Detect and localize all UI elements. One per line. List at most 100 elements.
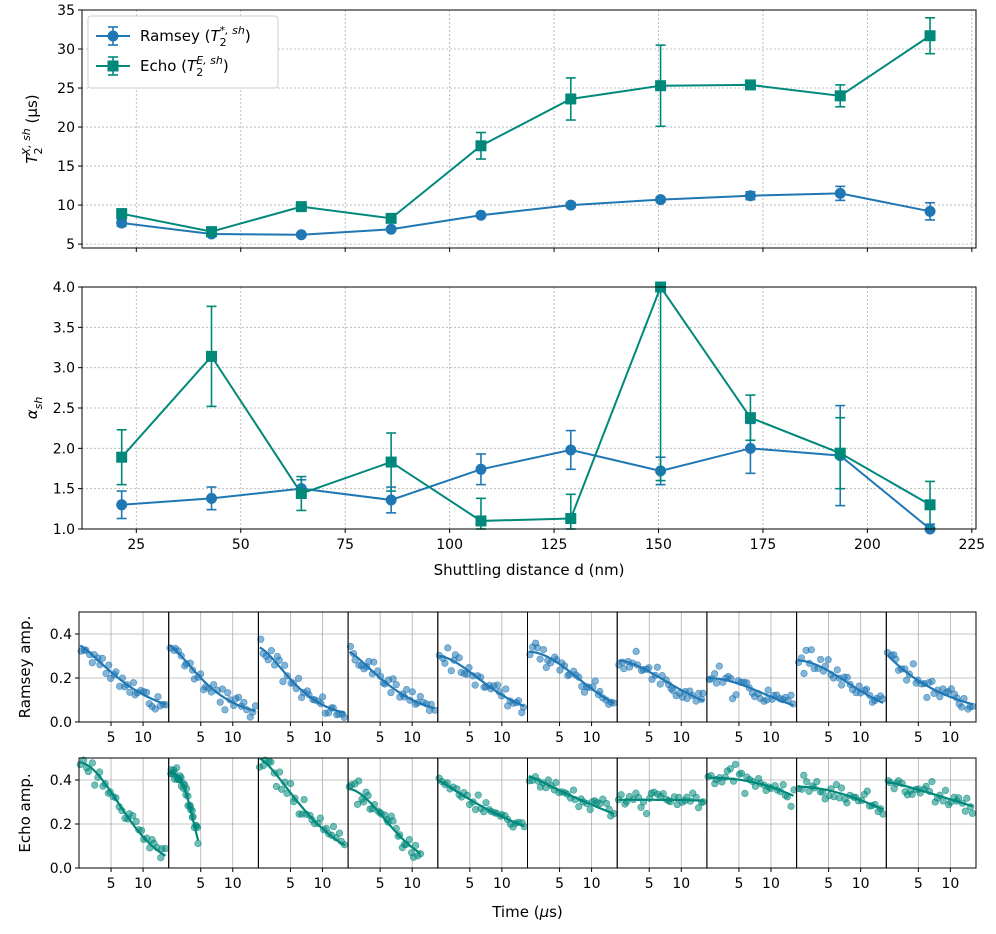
alpha-echo-point: [744, 412, 756, 424]
ramsey-trace-point: [669, 686, 677, 695]
legend: Ramsey (T2*, sh) Echo (T2E, sh): [87, 15, 279, 89]
alpha-xtick-label: 75: [336, 537, 354, 553]
alpha-echo-point: [924, 499, 936, 511]
ramsey-trace-xtick-label: 5: [196, 730, 205, 746]
echo-trace-xtick-label: 5: [196, 876, 205, 892]
ramsey-trace-point: [542, 663, 550, 672]
ramsey-trace-xtick-label: 10: [672, 730, 690, 746]
ramsey-trace-ytick-label: 0.4: [50, 627, 72, 643]
echo-trace-point: [843, 799, 851, 807]
t2-echo-point: [655, 80, 667, 92]
echo-trace-point: [726, 765, 734, 773]
legend-frame: [87, 15, 279, 89]
echo-trace-point: [602, 799, 611, 808]
ramsey-trace-point: [340, 713, 348, 721]
legend-label-echo: Echo (T2E, sh): [140, 54, 229, 79]
ramsey-traces-panel: 0.0 0.2 0.4 5 10 5 10 5 10 5 10 5 10 5 10 5 10 5 10 5 10 5 10 R…: [16, 611, 977, 746]
echo-trace-point: [552, 778, 560, 787]
ramsey-trace-point: [923, 693, 931, 702]
ramsey-trace-point: [275, 656, 283, 664]
ramsey-trace-point: [251, 702, 260, 710]
echo-trace-xtick-label: 10: [672, 876, 690, 892]
ramsey-trace-point: [533, 644, 542, 652]
echo-trace-point: [482, 799, 490, 807]
ramsey-trace-xtick-label: 10: [583, 730, 601, 746]
ramsey-trace-point: [632, 647, 640, 655]
ramsey-trace-point: [824, 656, 832, 664]
ramsey-trace-point: [787, 691, 795, 699]
ramsey-trace-point: [264, 656, 272, 664]
ramsey-trace-point: [502, 685, 510, 693]
echo-trace-point: [132, 817, 140, 826]
ramsey-trace-point: [471, 681, 479, 689]
ramsey-trace-fit-line: [618, 659, 705, 702]
ramsey-trace-point: [105, 661, 113, 669]
ramsey-trace-point: [711, 670, 719, 678]
echo-trace-point: [731, 760, 740, 768]
alpha-ramsey-point: [565, 444, 577, 456]
t2-ramsey-point: [565, 199, 577, 211]
echo-trace-point: [968, 809, 977, 817]
ramsey-trace-subplot: 5 10: [795, 611, 887, 746]
echo-trace-subplot: 5 10: [76, 756, 170, 892]
echo-trace-point: [813, 777, 821, 786]
echo-trace-point: [787, 802, 795, 810]
t2-echo-point: [744, 79, 756, 91]
echo-trace-fit-line: [259, 757, 346, 847]
alpha-panel: 1.0 1.5 2.0 2.5 3.0 3.5 4.0 25 50 75 100 125 150 175 2…: [23, 280, 985, 579]
ramsey-trace-point: [257, 635, 265, 643]
echo-trace-xtick-label: 5: [645, 876, 654, 892]
alpha-ramsey-point: [116, 499, 128, 511]
t2-ramsey-point: [655, 194, 667, 206]
echo-trace-point: [737, 769, 746, 777]
ramsey-trace-xtick-label: 10: [403, 730, 421, 746]
ramsey-trace-point: [319, 693, 327, 701]
alpha-xtick-label: 50: [232, 537, 250, 553]
ramsey-trace-point: [154, 693, 162, 701]
alpha-echo-point: [116, 451, 128, 463]
alpha-xtick-label: 175: [750, 537, 777, 553]
echo-trace-point: [316, 814, 324, 822]
alpha-echo-point: [385, 456, 397, 468]
time-xlabel: Time (μs): [491, 903, 563, 921]
echo-trace-point: [389, 817, 397, 825]
echo-trace-point: [642, 809, 651, 818]
ramsey-trace-point: [556, 666, 564, 674]
echo-trace-subplot: 5 10: [614, 757, 708, 892]
echo-trace-point: [803, 778, 811, 786]
ramsey-trace-point: [387, 689, 395, 697]
ramsey-trace-subplot: 5 10: [883, 611, 977, 746]
echo-trace-subplot: 5 10: [525, 757, 618, 892]
echo-trace-point: [779, 781, 787, 789]
ramsey-trace-point: [909, 660, 917, 668]
echo-trace-point: [617, 791, 625, 799]
ramsey-trace-point: [224, 689, 232, 697]
echo-trace-xtick-label: 10: [583, 876, 601, 892]
echo-trace-xtick-label: 10: [762, 876, 780, 892]
alpha-xtick-label: 200: [854, 537, 881, 553]
echo-trace-xtick-label: 5: [824, 876, 833, 892]
ramsey-trace-point: [539, 646, 548, 654]
echo-trace-point: [694, 804, 703, 812]
ramsey-trace-fit-line: [886, 654, 974, 706]
ramsey-trace-xtick-label: 5: [914, 730, 923, 746]
t2-ytick-label: 5: [66, 237, 75, 253]
echo-trace-point: [569, 786, 578, 794]
echo-trace-xtick-label: 5: [734, 876, 743, 892]
echo-trace-fit-line: [169, 772, 200, 841]
ramsey-trace-point: [833, 666, 841, 674]
echo-trace-point: [129, 812, 137, 820]
ramsey-trace-subplot: 5 10: [257, 611, 349, 746]
alpha-ytick-label: 3.0: [53, 361, 75, 377]
ramsey-trace-point: [764, 686, 772, 694]
t2-ramsey-point: [295, 229, 307, 241]
ramsey-trace-point: [715, 662, 723, 670]
echo-trace-point: [275, 768, 284, 776]
echo-trace-xtick-label: 5: [555, 876, 564, 892]
echo-trace-point: [84, 768, 92, 776]
ramsey-trace-ylabel: Ramsey amp.: [16, 616, 34, 719]
echo-trace-frame: [796, 757, 887, 869]
t2-ramsey-point: [116, 217, 128, 229]
ramsey-trace-subplot: 5 10: [77, 611, 170, 746]
